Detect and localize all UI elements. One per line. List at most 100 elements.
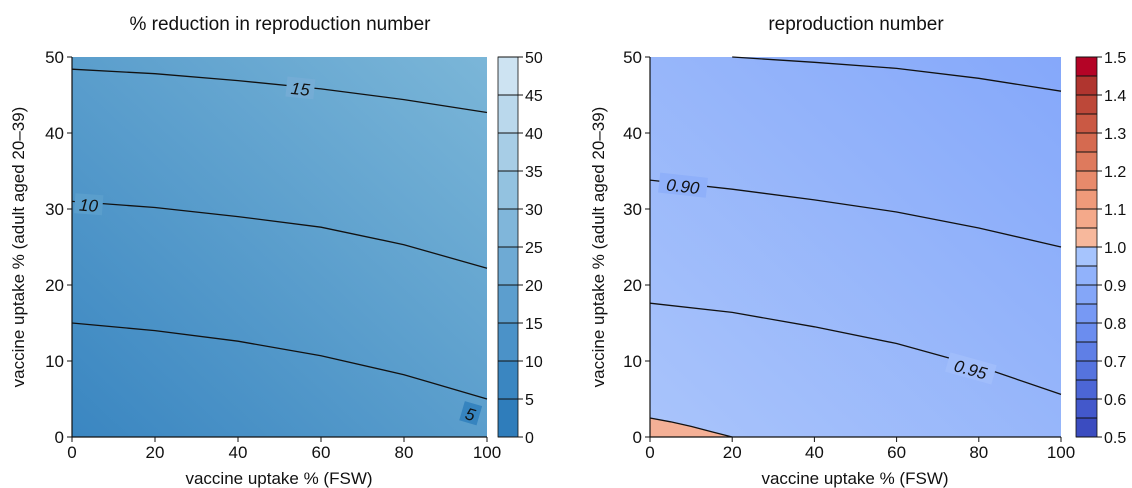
y-tick-label: 0: [55, 428, 64, 447]
contour-line: [649, 179, 1062, 248]
contour-label-bg: [285, 76, 316, 100]
x-tick-label: 0: [645, 443, 654, 462]
contour-line: [71, 322, 488, 400]
y-tick-label: 30: [623, 200, 642, 219]
colorbar-tick-label: 15: [525, 316, 543, 333]
y-tick-label: 40: [45, 124, 64, 143]
colorbar-segment: [1076, 209, 1097, 229]
colorbar-segment: [498, 133, 518, 172]
contour-label-group: 5: [459, 401, 483, 426]
colorbar-segment: [1076, 285, 1097, 305]
x-tick-label: 80: [969, 443, 988, 462]
x-tick-label: 0: [67, 443, 76, 462]
colorbar-segment: [1076, 171, 1097, 191]
colorbar-segment: [1076, 361, 1097, 381]
contour-label-group: 0.90: [658, 172, 708, 198]
colorbar-tick-label: 0.8: [1104, 316, 1126, 333]
colorbar-segment: [1076, 342, 1097, 362]
colorbar-right: 0.5 0.6 0.7 0.8 0.9 1.0 1.1 1.2 1.3 1.4 1.5: [1075, 50, 1126, 447]
colorbar-segment: [498, 361, 518, 400]
y-tick-label: 0: [633, 428, 642, 447]
y-tick-label: 50: [45, 48, 64, 67]
contour-label-group: 10: [73, 193, 104, 216]
colorbar-tick-label: 0.7: [1104, 354, 1126, 371]
colorbar-segment: [498, 323, 518, 362]
colorbar-segment: [1076, 57, 1097, 77]
y-tick-label: 10: [623, 352, 642, 371]
contour-label-bg: [658, 172, 708, 198]
colorbar-tick-label: 5: [525, 392, 534, 409]
colorbar-segment: [1076, 95, 1097, 115]
colorbar-tick-label: 0.9: [1104, 278, 1126, 295]
x-tick-label: 20: [146, 443, 165, 462]
x-tick-label: 40: [805, 443, 824, 462]
colorbar-segment: [1076, 418, 1097, 438]
contour-label-group: 0.95: [945, 352, 997, 385]
y-tick-label: 30: [45, 200, 64, 219]
colorbar-tick-label: 1.0: [1104, 240, 1126, 257]
colorbar-segment: [498, 399, 518, 438]
colorbar-tick-label: 45: [525, 88, 543, 105]
colorbar-tick-label: 1.2: [1104, 164, 1126, 181]
colorbar-segment: [498, 209, 518, 248]
y-tick-label: 40: [623, 124, 642, 143]
chart-title-right: reproduction number: [768, 14, 944, 35]
contour-label: 0.90: [665, 175, 701, 198]
contour-label-bg: [459, 401, 483, 426]
colorbar-tick-label: 0.6: [1104, 392, 1126, 409]
colorbar-segment: [1076, 399, 1097, 419]
colorbar-segment: [1076, 323, 1097, 343]
y-tick-label: 10: [45, 352, 64, 371]
contour-label-bg: [73, 193, 104, 216]
x-axis-label-right: vaccine uptake % (FSW): [761, 469, 948, 488]
panel-right: reproduction number 0.900.95 0 20 40 60 80 10…: [589, 14, 1126, 488]
colorbar-segment: [1076, 152, 1097, 172]
y-axis-label-right: vaccine uptake % (adult aged 20–39): [589, 107, 608, 388]
colorbar-segment: [498, 95, 518, 134]
contour-label-group: 15: [285, 76, 316, 100]
colorbar-tick-label: 1.3: [1104, 126, 1126, 143]
colorbar-segment: [498, 57, 518, 96]
colorbar-tick-label: 0: [525, 430, 534, 447]
contour-line: [732, 56, 1062, 92]
colorbar-segment: [1076, 304, 1097, 324]
colorbar-tick-label: 40: [525, 126, 543, 143]
colorbar-segment: [1076, 133, 1097, 153]
contour-line: [71, 200, 488, 269]
x-tick-label: 60: [312, 443, 331, 462]
panel-left: % reduction in reproduction number 5 10 15…: [9, 14, 543, 488]
y-axis-label-left: vaccine uptake % (adult aged 20–39): [9, 107, 28, 388]
colorbar-segment: [1076, 266, 1097, 286]
contour-label: 15: [290, 79, 311, 100]
x-tick-label: 100: [473, 443, 501, 462]
colorbar-segment: [1076, 228, 1097, 248]
x-tick-label: 20: [723, 443, 742, 462]
y-tick-label: 50: [623, 48, 642, 67]
contour-line: [649, 417, 733, 438]
contours-left: 5 10 15: [71, 68, 488, 426]
colorbar-tick-label: 25: [525, 240, 543, 257]
colorbar-segment: [1076, 380, 1097, 400]
axes-left: 0 20 40 60 80 100 0 10 20 30 40 50: [45, 48, 501, 462]
contour-label: 10: [78, 196, 99, 216]
colorbar-tick-label: 50: [525, 50, 543, 67]
x-axis-label-left: vaccine uptake % (FSW): [185, 469, 372, 488]
axes-right: 0 20 40 60 80 100 0 10 20 30 40 50: [623, 48, 1075, 462]
y-tick-label: 20: [45, 276, 64, 295]
colorbar-segment: [1076, 190, 1097, 210]
y-tick-label: 20: [623, 276, 642, 295]
x-tick-label: 40: [229, 443, 248, 462]
colorbar-tick-label: 10: [525, 354, 543, 371]
colorbar-segment: [498, 247, 518, 286]
colorbar-tick-label: 1.4: [1104, 88, 1126, 105]
colorbar-tick-label: 0.5: [1104, 430, 1126, 447]
contour-line: [71, 68, 488, 114]
x-tick-label: 60: [887, 443, 906, 462]
colorbar-segment: [1076, 114, 1097, 134]
colorbar-tick-label: 30: [525, 202, 543, 219]
colorbar-segment: [498, 285, 518, 324]
colorbar-tick-label: 1.1: [1104, 202, 1126, 219]
contours-right: 0.90 0.95: [649, 56, 1062, 438]
colorbar-segment: [1076, 247, 1097, 267]
